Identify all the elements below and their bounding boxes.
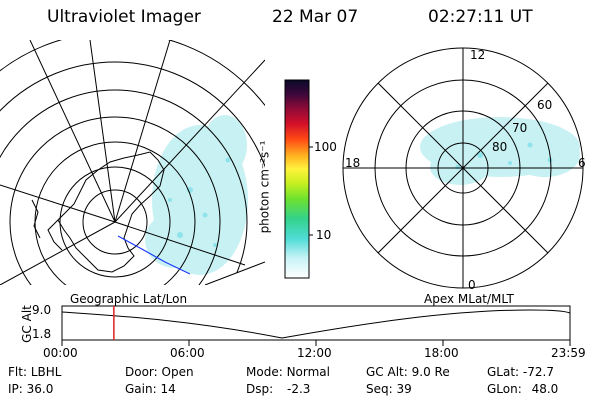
apex-polar-plot bbox=[342, 47, 584, 289]
glat-value: -72.7 bbox=[522, 365, 554, 379]
apex-panel-label: Apex MLat/MLT bbox=[424, 292, 514, 306]
filter-value: LBHL bbox=[30, 365, 62, 379]
auroral-emission-geo bbox=[145, 115, 248, 275]
ip-value: 36.0 bbox=[26, 382, 54, 396]
mode-field: Mode: Normal bbox=[246, 364, 330, 380]
dsp-field: Dsp: -2.3 bbox=[246, 381, 310, 397]
door-field: Door: Open bbox=[125, 364, 194, 380]
coastline bbox=[57, 151, 165, 273]
timeline-tick-2359: 23:59 bbox=[551, 346, 586, 360]
gcalt-value: 9.0 Re bbox=[411, 365, 450, 379]
seq-label: Seq: bbox=[366, 382, 393, 396]
altitude-timeline bbox=[61, 305, 571, 346]
observation-time: 02:27:11 UT bbox=[428, 7, 533, 27]
glon-value: 48.0 bbox=[531, 382, 559, 396]
mode-value: Normal bbox=[286, 365, 330, 379]
mlt-0-label: 0 bbox=[468, 278, 476, 292]
colorbar-unit: photon cm⁻²s⁻¹ bbox=[257, 140, 272, 234]
gain-field: Gain: 14 bbox=[125, 381, 176, 397]
glon-field: GLon: 48.0 bbox=[487, 381, 558, 397]
timeline-tick-0600: 06:00 bbox=[170, 346, 205, 360]
glon-label: GLon: bbox=[487, 382, 522, 396]
timeline-ytick-top: 9.0 bbox=[32, 303, 52, 317]
geographic-map bbox=[0, 40, 265, 285]
orbit-track bbox=[117, 235, 191, 275]
filter-field: Flt: LBHL bbox=[8, 364, 61, 380]
door-label: Door: bbox=[125, 365, 158, 379]
mlat-70-label: 70 bbox=[512, 121, 528, 135]
gain-value: 14 bbox=[160, 382, 176, 396]
altitude-curve bbox=[61, 309, 571, 339]
mlat-60-label: 60 bbox=[537, 98, 553, 112]
intensity-colorbar bbox=[284, 79, 313, 279]
ip-field: IP: 36.0 bbox=[8, 381, 53, 397]
auroral-emission-polar bbox=[420, 117, 580, 185]
glat-label: GLat: bbox=[487, 365, 520, 379]
dsp-label: Dsp: bbox=[246, 382, 274, 396]
seq-value: 39 bbox=[396, 382, 412, 396]
gain-label: Gain: bbox=[125, 382, 157, 396]
colorbar-tick-10: 10 bbox=[316, 228, 332, 242]
gcalt-label: GC Alt: bbox=[366, 365, 408, 379]
colorbar-tick-100: 100 bbox=[314, 140, 337, 154]
gcalt-field: GC Alt: 9.0 Re bbox=[366, 364, 450, 380]
seq-field: Seq: 39 bbox=[366, 381, 412, 397]
mlt-6-label: 6 bbox=[578, 156, 586, 170]
timeline-tick-1800: 18:00 bbox=[424, 346, 459, 360]
instrument-title: Ultraviolet Imager bbox=[47, 7, 201, 27]
door-value: Open bbox=[161, 365, 194, 379]
dsp-value: -2.3 bbox=[286, 382, 311, 396]
mlt-18-label: 18 bbox=[345, 156, 361, 170]
timeline-tick-0000: 00:00 bbox=[43, 346, 78, 360]
mode-label: Mode: bbox=[246, 365, 283, 379]
mlat-80-label: 80 bbox=[492, 140, 508, 154]
geographic-panel-label: Geographic Lat/Lon bbox=[70, 292, 188, 306]
timeline-tick-1200: 12:00 bbox=[297, 346, 332, 360]
ip-label: IP: bbox=[8, 382, 23, 396]
observation-date: 22 Mar 07 bbox=[272, 7, 359, 27]
timeline-ytick-bottom: 1.8 bbox=[32, 327, 52, 341]
mlt-12-label: 12 bbox=[470, 48, 486, 62]
glat-field: GLat: -72.7 bbox=[487, 364, 554, 380]
filter-label: Flt: bbox=[8, 365, 27, 379]
